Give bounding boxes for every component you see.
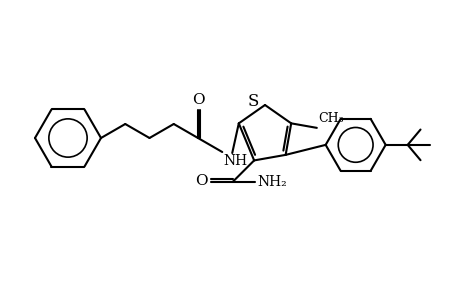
Text: S: S [247,92,258,110]
Text: NH₂: NH₂ [257,175,286,189]
Text: O: O [195,174,207,188]
Text: CH₃: CH₃ [317,112,343,125]
Text: NH: NH [223,154,247,168]
Text: O: O [191,93,204,107]
